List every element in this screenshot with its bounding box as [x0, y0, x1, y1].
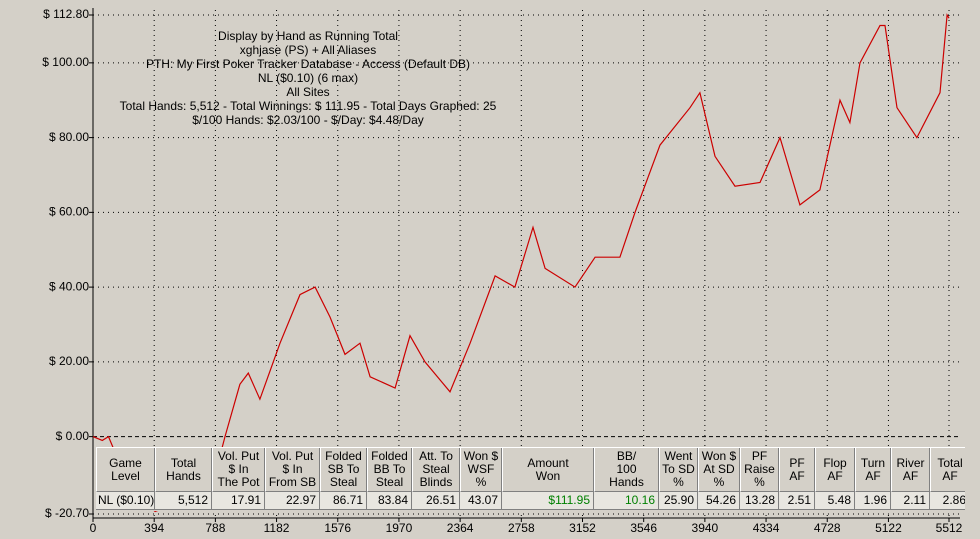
- column-header: Vol. Put $ In From SB: [265, 448, 320, 492]
- table-cell: 5,512: [155, 492, 212, 510]
- table-cell: 83.84: [367, 492, 412, 510]
- x-tick-label: 3546: [630, 521, 657, 535]
- stats-table: Game Level NL ($0.10) Total Hands 5,512 Vol.…: [96, 447, 965, 511]
- y-tick-label: $ 60.00: [49, 205, 89, 219]
- table-cell: 5.48: [815, 492, 855, 510]
- x-tick-label: 4728: [814, 521, 841, 535]
- table-cell: 26.51: [412, 492, 460, 510]
- column-header: PF Raise %: [740, 448, 779, 492]
- info-line: NL ($0.10) (6 max): [258, 71, 358, 85]
- table-cell: 2.86: [930, 492, 965, 510]
- x-tick-label: 5512: [936, 521, 963, 535]
- column-header: Total Hands: [155, 448, 212, 492]
- x-tick-label: 3940: [692, 521, 719, 535]
- x-tick-label: 4334: [753, 521, 780, 535]
- table-cell: NL ($0.10): [96, 492, 155, 510]
- column-header: BB/ 100 Hands: [594, 448, 659, 492]
- x-tick-label: 1970: [386, 521, 413, 535]
- column-header: Total AF: [930, 448, 965, 492]
- column-header: Flop AF: [815, 448, 855, 492]
- table-cell: 2.11: [891, 492, 930, 510]
- x-tick-label: 1182: [264, 521, 290, 535]
- y-tick-label: $ 0.00: [56, 429, 90, 443]
- column-header: Folded BB To Steal: [367, 448, 412, 492]
- y-tick-label: $ 40.00: [49, 279, 89, 293]
- column-header: Turn AF: [855, 448, 891, 492]
- column-header: Won $ WSF %: [460, 448, 502, 492]
- x-tick-label: 1576: [324, 521, 351, 535]
- y-tick-label: $ 100.00: [42, 55, 89, 69]
- column-header: River AF: [891, 448, 930, 492]
- column-header: Amount Won: [502, 448, 594, 492]
- info-line: $/100 Hands: $2.03/100 - $/Day: $4.48/Da…: [192, 113, 424, 127]
- y-tick-label: $ 80.00: [49, 130, 89, 144]
- table-cell: 17.91: [212, 492, 265, 510]
- y-tick-label: $ 112.80: [43, 7, 89, 21]
- x-tick-label: 788: [205, 521, 225, 535]
- table-cell: 25.90: [659, 492, 698, 510]
- table-cell: $111.95: [502, 492, 594, 510]
- table-cell: 2.51: [779, 492, 815, 510]
- column-header: Game Level: [96, 448, 155, 492]
- column-header: Vol. Put $ In The Pot: [212, 448, 265, 492]
- x-tick-label: 2364: [447, 521, 474, 535]
- x-tick-label: 3152: [569, 521, 596, 535]
- table-cell: 86.71: [320, 492, 367, 510]
- y-tick-label: $ -20.70: [45, 506, 89, 520]
- info-line: All Sites: [286, 85, 329, 99]
- table-cell: 43.07: [460, 492, 502, 510]
- column-header: Folded SB To Steal: [320, 448, 367, 492]
- info-line: PTH: My First Poker Tracker Database - A…: [146, 57, 470, 71]
- table-cell: 54.26: [698, 492, 740, 510]
- table-cell: 13.28: [740, 492, 779, 510]
- table-cell: 1.96: [855, 492, 891, 510]
- column-header: PF AF: [779, 448, 815, 492]
- info-line: Display by Hand as Running Total: [218, 29, 398, 43]
- info-line: Total Hands: 5,512 - Total Winnings: $ 1…: [120, 99, 497, 113]
- column-header: Won $ At SD %: [698, 448, 740, 492]
- x-tick-label: 0: [90, 521, 97, 535]
- x-tick-label: 2758: [508, 521, 535, 535]
- series-line: [93, 13, 950, 513]
- table-cell: 22.97: [265, 492, 320, 510]
- y-tick-label: $ 20.00: [49, 354, 89, 368]
- x-tick-label: 394: [144, 521, 164, 535]
- x-tick-label: 5122: [875, 521, 902, 535]
- column-header: Att. To Steal Blinds: [412, 448, 460, 492]
- column-header: Went To SD %: [659, 448, 698, 492]
- info-line: xghjase (PS) + All Aliases: [240, 43, 376, 57]
- table-cell: 10.16: [594, 492, 659, 510]
